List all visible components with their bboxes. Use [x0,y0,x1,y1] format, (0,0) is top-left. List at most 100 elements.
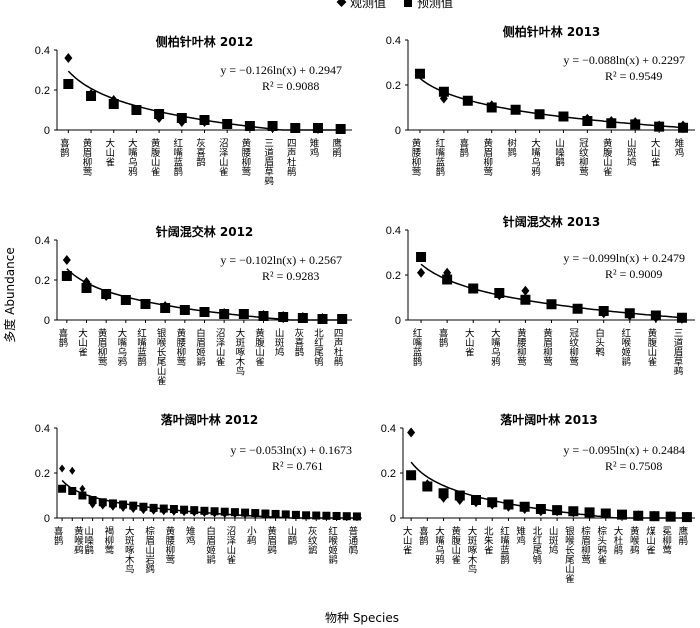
legend-observed-label: 观测值 [350,0,386,10]
observed-point [141,299,150,309]
category-label: 大山雀 [463,327,475,357]
category-label: 大斑啄木鸟 [123,525,135,574]
observed-point [417,267,426,278]
observed-point [62,255,71,265]
legend-observed-marker [336,0,347,7]
panel-5: 0 0.2 0.4 喜鹊 黄喉鹀 山噪鹛 褐柳莺 大斑啄木鸟 棕眉山岩鹨 黄腰柳莺 雉鸡 白眉姬鹟 沼泽… [35,412,362,574]
observed-point [625,310,634,321]
category-label: 四声杜鹃 [332,328,344,367]
category-label: 灰喜鹊 [194,137,206,167]
observed-point [245,121,254,131]
category-label: 小鹀 [245,526,257,546]
category-label: 大山雀 [649,137,661,167]
category-label: 树鹨 [505,137,517,158]
observed-point [109,502,116,511]
category-label: 喜鹊 [457,137,469,158]
y-tick-label: 0 [44,513,50,525]
observed-point [407,427,416,438]
y-tick-label: 0.4 [386,35,401,47]
category-label: 山噪鹛 [553,138,565,167]
category-label: 棕头鸦雀 [595,525,607,565]
y-tick-label: 0.2 [35,468,50,480]
category-label: 黄腰柳莺 [409,137,421,177]
y-tick-label: 0 [395,315,401,327]
predicted-point [61,271,72,281]
category-label: 四声杜鹃 [285,138,297,177]
category-label: 银喉长尾山雀 [155,327,167,386]
observed-point [569,507,578,518]
category-label: 三道眉草鹀 [671,328,683,376]
category-label: 三道眉草鹀 [262,138,274,186]
panel-title: 针阔混交林 2012 [156,224,254,239]
observed-point [59,464,66,473]
category-label: 黄腹山雀 [601,137,613,177]
observed-point [282,511,289,520]
observed-point [132,105,141,115]
observed-point [585,508,594,519]
category-label: 棕眉山岩鹨 [143,525,155,574]
observed-point [599,308,608,319]
category-label: 大山雀 [401,525,413,555]
category-label: 黄腹山雀 [645,327,657,367]
y-tick-label: 0.2 [35,275,50,287]
observed-point [89,500,96,509]
observed-point [487,100,496,111]
observed-point [439,93,448,104]
panels: 00.20.4喜鹊 黄眉柳莺 大山雀 大嘴乌鸦 黄腹山雀 红嘴蓝鹊 灰喜鹊 沼泽山雀 黄腰柳莺三… [35,24,695,584]
category-label: 山斑鸠 [625,138,637,167]
category-label: 白眉姬鹟 [204,525,216,565]
y-tick-label: 0.4 [35,235,50,247]
observed-point [511,104,520,115]
category-label: 鹰鹃 [330,137,342,158]
observed-point [102,291,111,301]
category-label: 黄腰柳莺 [163,525,175,565]
category-label: 喜鹊 [56,327,68,348]
category-label: 普通䴓 [346,525,358,555]
category-label: 黄喉鹀 [628,525,640,555]
observed-point [333,512,340,521]
predicted-point [438,86,449,97]
observed-point [631,117,640,128]
category-label: 大斑啄木鸟 [466,525,478,574]
observed-point [682,511,691,522]
y-tick-label: 0.4 [381,423,396,435]
observed-point [573,303,582,314]
category-label: 红喉姬鹟 [326,525,338,565]
observed-point [161,301,170,311]
observed-point [87,89,96,99]
category-label: 黄腰柳莺 [515,327,527,367]
category-label: 白眉姬鹟 [194,327,206,367]
observed-point [140,506,147,515]
observed-point [618,509,626,520]
observed-point [200,117,209,127]
category-label: 黄眉鹀 [265,525,277,555]
observed-point [279,311,288,321]
observed-point [79,484,86,493]
observed-point [323,512,330,521]
fit-equation: y = −0.126ln(x) + 0.2947 [220,63,342,77]
observed-point [553,506,562,517]
observed-point [292,511,299,520]
panel-1: 0 0.2 0.4 喜鹊 黄眉柳莺 大山雀 大嘴乌鸦 黄腹山雀 红嘴蓝鹊 灰喜鹊 沼泽山雀 黄腰柳莺三… [35,34,352,186]
category-label: 黄腹山雀 [449,525,461,565]
category-label: 沼泽山雀 [224,526,236,565]
category-label: 北朱雀 [482,526,494,555]
observed-point [155,113,164,123]
panel-3: 0 0.2 0.4 喜鹊 大山雀 黄眉柳莺 大嘴乌鸦 红嘴蓝鹊 银喉长尾山雀 黄腰柳莺 白眉姬鹟 沼泽… [35,224,352,386]
observed-point [439,492,448,503]
observed-point [211,509,218,518]
category-label: 灰喜鹊 [292,327,304,357]
category-label: 白头鹎 [593,327,605,357]
observed-point [298,312,307,322]
r-squared: R² = 0.761 [272,459,323,473]
category-label: 雉鸡 [673,137,685,158]
legend-predicted-marker [404,0,412,7]
panel-title: 侧柏针叶林 2012 [156,34,254,49]
observed-point [82,277,91,287]
observed-point [200,307,209,317]
predicted-point [58,484,67,493]
predicted-point [520,294,531,305]
category-label: 山噪鹛 [82,526,94,555]
category-label: 黄眉柳莺 [96,327,108,367]
